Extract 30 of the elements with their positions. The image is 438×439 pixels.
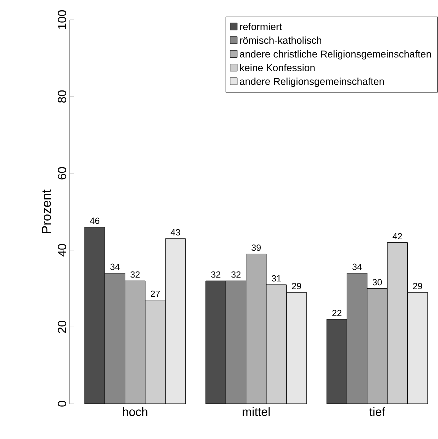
data-label: 27 (151, 290, 160, 298)
y-tick-label: 40 (58, 244, 66, 257)
data-label: 30 (372, 279, 382, 286)
x-tick-label: mittel (242, 408, 270, 416)
data-label: 22 (332, 310, 342, 316)
data-label: 29 (292, 283, 302, 290)
data-label: 34 (110, 264, 120, 270)
legend-label: keine Konfession (240, 64, 315, 72)
y-axis-title: Prozent (42, 190, 52, 234)
y-tick-label: 100 (58, 10, 66, 30)
data-label: 32 (232, 272, 241, 278)
data-label: 34 (352, 264, 362, 270)
y-tick-label: 20 (58, 321, 66, 334)
data-label: 42 (392, 233, 402, 240)
y-tick-label: 0 (58, 401, 66, 407)
data-label: 32 (211, 272, 221, 278)
legend-label: andere christliche Religionsgemeinschaften (240, 50, 432, 60)
data-label: 39 (252, 244, 261, 252)
x-tick-label: tief (370, 408, 386, 416)
data-label: 43 (170, 229, 180, 236)
data-label: 46 (90, 218, 100, 224)
legend-label: reformiert (240, 23, 282, 30)
legend-label: andere Religionsgemeinschaften (240, 78, 384, 88)
x-tick-label: hoch (123, 408, 148, 416)
data-label: 31 (272, 275, 282, 282)
y-tick-label: 80 (58, 90, 66, 103)
data-label: 29 (413, 283, 422, 290)
legend-label: römisch-katholisch (240, 36, 322, 44)
y-tick-label: 60 (58, 167, 66, 180)
data-label: 32 (130, 272, 140, 278)
